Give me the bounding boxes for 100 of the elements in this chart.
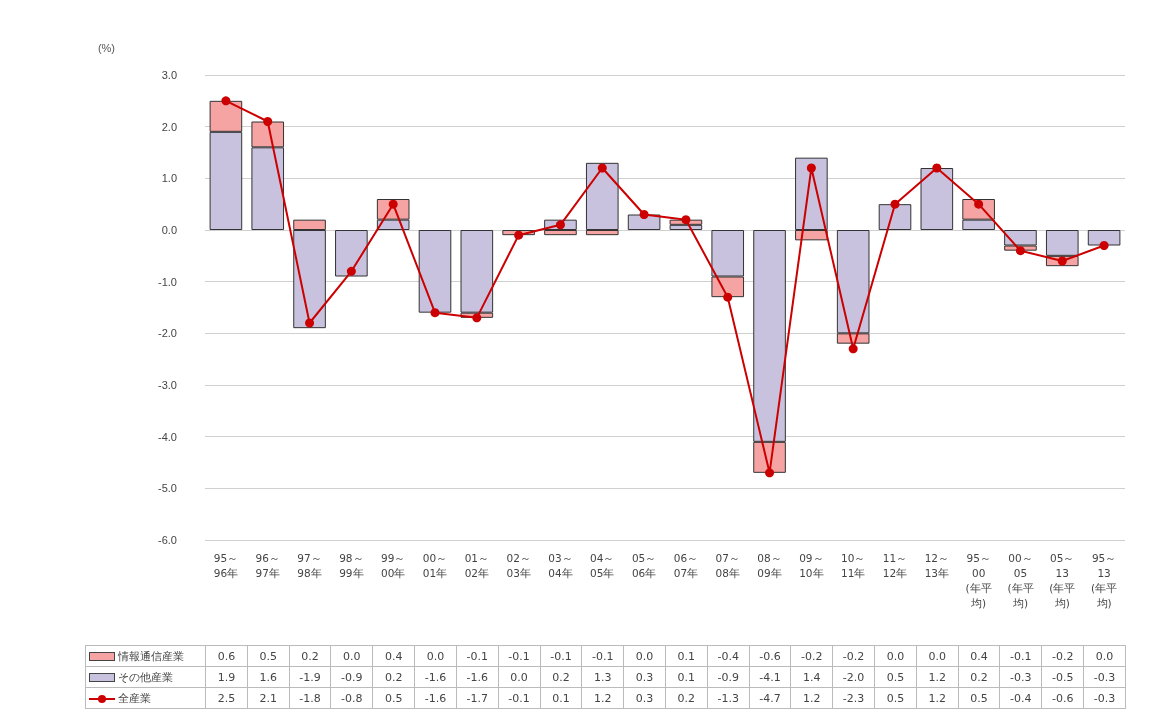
bar — [878, 204, 912, 230]
data-label: -1.8 — [289, 687, 331, 709]
data-label: 0.0 — [916, 645, 959, 667]
data-label: 0.2 — [372, 666, 415, 688]
data-label: -0.1 — [498, 687, 540, 709]
data-label: 0.0 — [1083, 645, 1126, 667]
x-tick-label: 02～03年 — [506, 551, 531, 579]
x-tick-label: 09～10年 — [799, 551, 824, 579]
data-label: -2.0 — [832, 666, 875, 688]
data-label: -0.1 — [581, 645, 624, 667]
data-label: -1.6 — [456, 666, 499, 688]
data-label: 0.2 — [289, 645, 331, 667]
point — [388, 199, 398, 209]
data-label: 0.0 — [330, 645, 373, 667]
data-label: 0.1 — [540, 687, 582, 709]
data-label: 1.6 — [247, 666, 290, 688]
y-tick-label: -4.0 — [158, 430, 177, 443]
data-label: 1.2 — [790, 687, 833, 709]
x-tick-label: 10～11年 — [840, 551, 866, 579]
x-tick-label: 04～05年 — [590, 551, 615, 579]
x-tick-label: 08～09年 — [757, 551, 782, 579]
point — [514, 230, 524, 240]
data-label: 0.5 — [372, 687, 415, 709]
data-label: 1.2 — [916, 687, 959, 709]
data-label: 0.4 — [372, 645, 415, 667]
data-label: -0.8 — [330, 687, 373, 709]
data-label: -0.1 — [999, 645, 1042, 667]
y-tick-label: 0.0 — [161, 224, 177, 236]
data-label: -0.3 — [1083, 666, 1126, 688]
data-label: -1.9 — [289, 666, 331, 688]
point — [305, 318, 315, 328]
data-label: -0.1 — [456, 645, 499, 667]
point — [723, 292, 733, 302]
point — [263, 117, 273, 126]
bar — [669, 224, 703, 230]
y-tick-label: -3.0 — [158, 379, 177, 391]
data-label: 0.6 — [205, 645, 248, 667]
data-label: -0.2 — [832, 645, 875, 667]
x-tick-label: 98～99年 — [339, 551, 364, 579]
point — [806, 163, 816, 173]
x-tick-label: 07～08年 — [715, 551, 740, 579]
y-axis-title: (%) — [97, 41, 115, 54]
point — [1015, 246, 1025, 256]
y-tick-label: 1.0 — [161, 172, 177, 185]
x-tick-label: 95～00(年平均) — [965, 551, 992, 609]
y-tick-label: -6.0 — [158, 534, 177, 546]
point — [974, 199, 984, 209]
data-label: 0.4 — [958, 645, 1000, 667]
bar — [920, 168, 954, 230]
x-tick-label: 96～97年 — [255, 551, 280, 579]
data-label: -0.2 — [1041, 645, 1084, 667]
x-tick-label: 00～01年 — [422, 551, 448, 579]
data-label: 0.2 — [958, 666, 1000, 688]
legend-label: その他産業 — [85, 666, 206, 688]
data-label: -4.7 — [749, 687, 791, 709]
point — [430, 308, 440, 318]
data-label: 0.2 — [665, 687, 708, 709]
data-label: 1.9 — [205, 666, 248, 688]
data-label: -0.3 — [1083, 687, 1126, 709]
data-label: 0.5 — [874, 666, 917, 688]
legend-label: 全産業 — [85, 687, 206, 709]
data-label: -1.7 — [456, 687, 499, 709]
x-tick-label: 97～98年 — [297, 551, 322, 579]
data-label: 0.5 — [247, 645, 290, 667]
data-label: -0.2 — [790, 645, 833, 667]
data-label: 0.0 — [414, 645, 457, 667]
data-label: 2.1 — [247, 687, 290, 709]
data-label: 0.1 — [665, 666, 708, 688]
point — [765, 468, 775, 478]
data-label: -0.3 — [999, 666, 1042, 688]
data-label: 0.5 — [958, 687, 1000, 709]
y-tick-label: -5.0 — [158, 482, 177, 495]
x-tick-label: 00～05(年平均) — [1007, 551, 1034, 609]
data-label: 0.1 — [665, 645, 708, 667]
data-label: 1.2 — [916, 666, 959, 688]
point — [1099, 241, 1109, 250]
data-label: -0.6 — [749, 645, 791, 667]
bar — [418, 230, 452, 313]
data-label: 0.2 — [540, 666, 582, 688]
data-label: -0.9 — [707, 666, 750, 688]
y-tick-label: -2.0 — [158, 327, 177, 340]
x-tick-label: 11～12年 — [882, 551, 908, 579]
bar — [627, 214, 661, 230]
point — [932, 163, 942, 173]
data-label: 0.0 — [498, 666, 540, 688]
point — [890, 199, 900, 209]
point — [472, 313, 482, 323]
bar — [1087, 230, 1121, 246]
data-label: 0.0 — [623, 645, 666, 667]
data-label: -0.6 — [1041, 687, 1084, 709]
y-tick-label: 3.0 — [161, 69, 177, 81]
data-label: -0.1 — [498, 645, 540, 667]
x-tick-label: 03～04年 — [548, 551, 573, 579]
point — [639, 210, 649, 219]
x-tick-label: 06～07年 — [673, 551, 699, 579]
data-label: -0.4 — [999, 687, 1042, 709]
x-tick-label: 05～13(年平均) — [1049, 551, 1076, 609]
data-label: 0.0 — [874, 645, 917, 667]
y-tick-label: 2.0 — [161, 120, 177, 133]
data-label: 2.5 — [205, 687, 248, 709]
